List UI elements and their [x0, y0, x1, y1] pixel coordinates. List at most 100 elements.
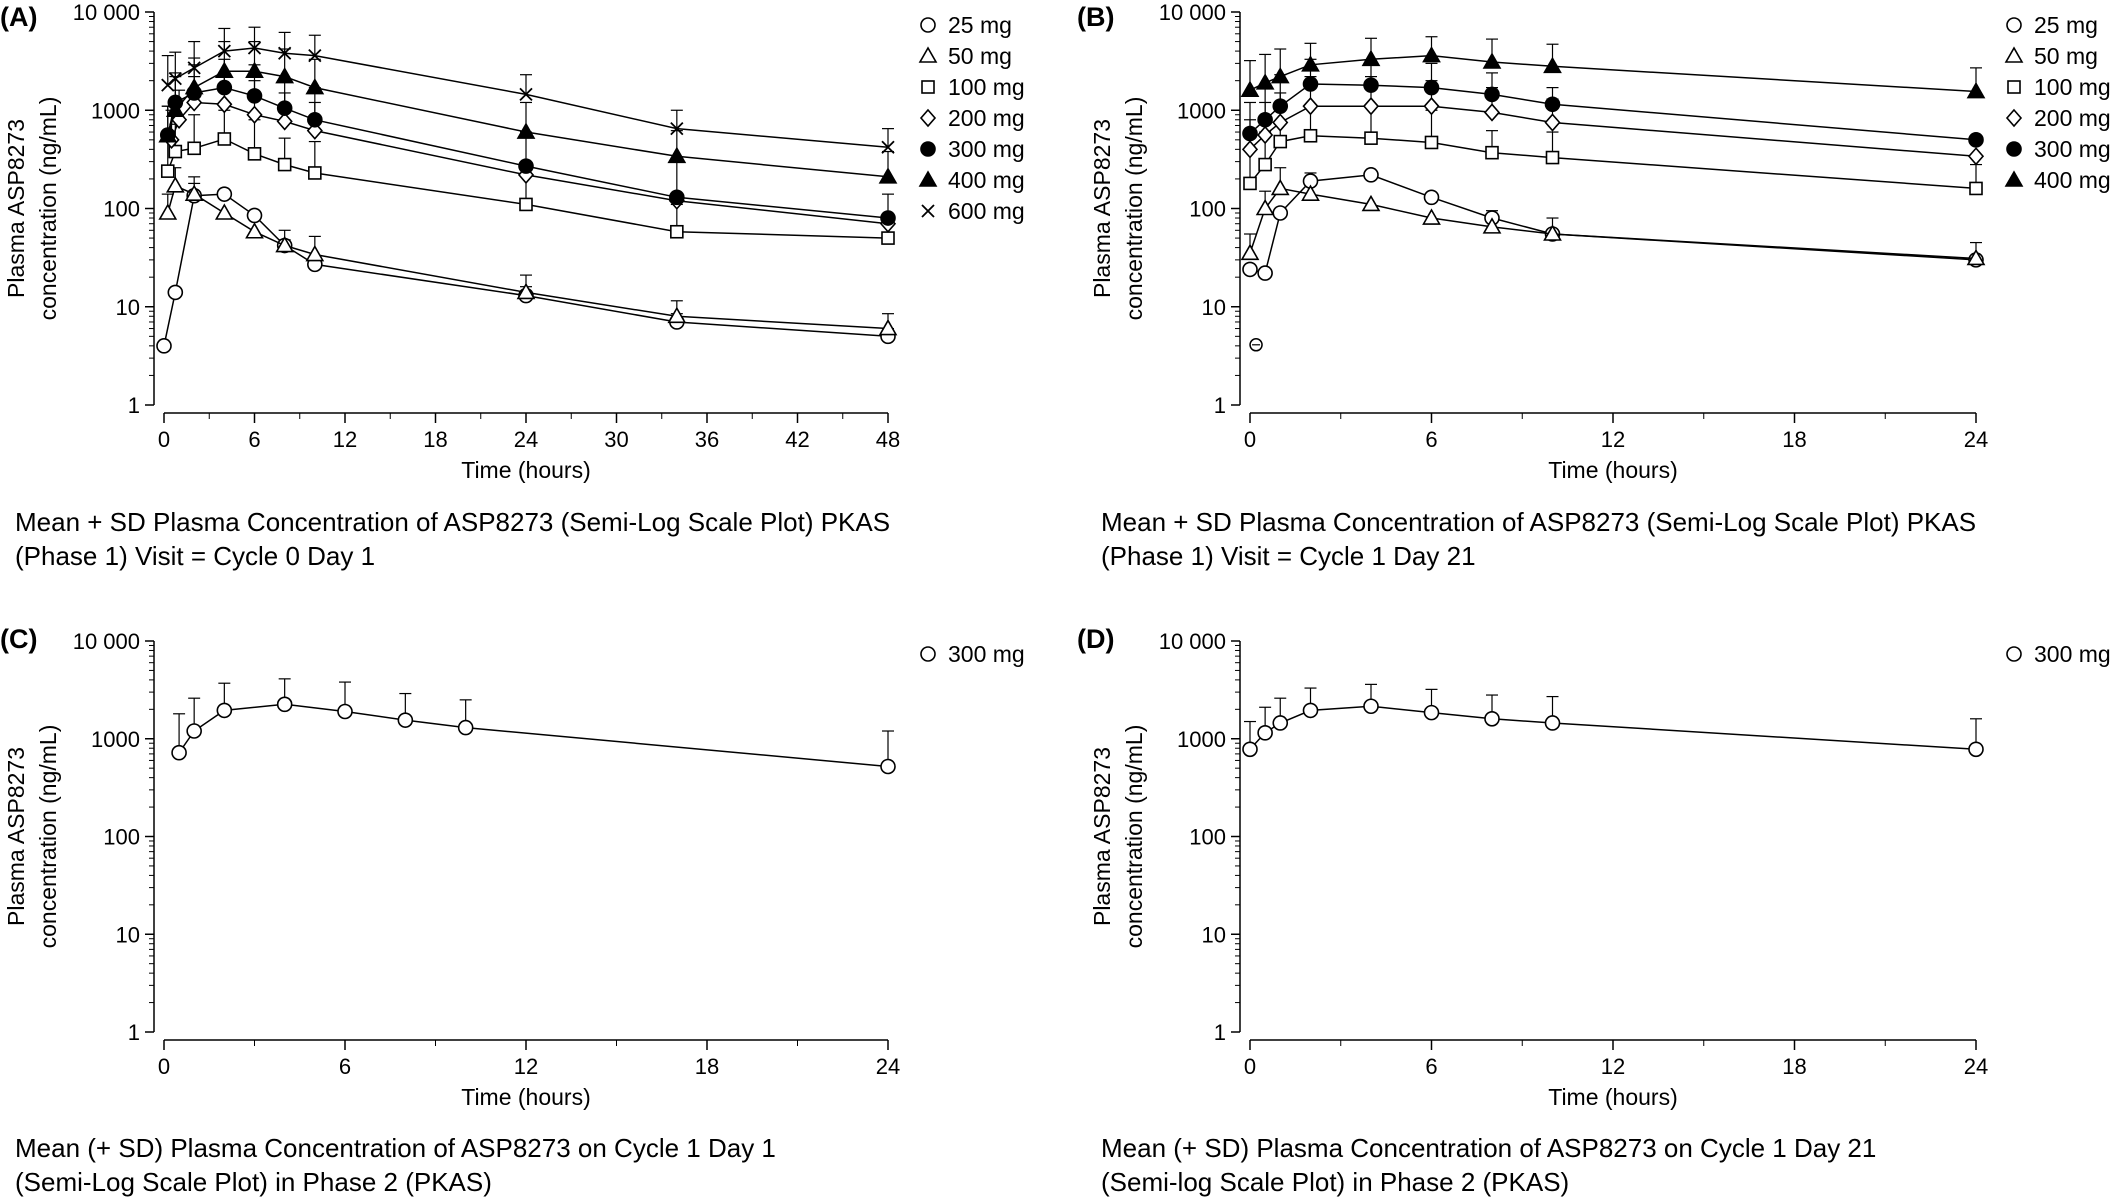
data-point [1272, 715, 1289, 731]
y-tick-label: 100 [1189, 197, 1226, 222]
data-point [1272, 98, 1289, 114]
data-point [216, 702, 233, 719]
series-line [167, 138, 889, 239]
legend-label: 100 mg [2034, 74, 2111, 100]
data-point [1243, 176, 1257, 191]
y-axis-label-line: Plasma ASP8273 [3, 119, 29, 298]
data-point [278, 46, 292, 60]
caption-a-line-2: (Phase 1) Visit = Cycle 0 Day 1 [15, 541, 376, 571]
data-point [1484, 710, 1500, 727]
data-point [667, 306, 687, 324]
series-line [1249, 54, 1977, 93]
data-point [1363, 77, 1379, 93]
data-point [1423, 79, 1440, 96]
legend-label: 300 mg [2034, 641, 2111, 667]
data-point [308, 48, 322, 63]
data-point [246, 88, 263, 104]
y-axis-label-line: concentration (ng/mL) [1121, 725, 1147, 949]
data-point [277, 157, 292, 172]
data-point [1362, 96, 1380, 116]
legend-label: 300 mg [948, 136, 1025, 162]
y-tick-label: 10 000 [73, 629, 140, 654]
data-point [246, 105, 263, 124]
data-point [168, 144, 183, 159]
data-point [1363, 698, 1379, 715]
series-50-mg [1240, 167, 1986, 266]
legend-marker [2007, 80, 2021, 94]
data-point [1272, 113, 1289, 132]
x-tick-label: 18 [1782, 1054, 1806, 1079]
data-point [158, 126, 178, 143]
x-tick-label: 6 [1425, 1054, 1437, 1079]
data-point [165, 176, 185, 193]
x-tick-label: 24 [876, 1054, 900, 1079]
data-point [1257, 725, 1273, 741]
legend-label: 50 mg [2034, 43, 2098, 69]
data-point [1272, 205, 1289, 221]
x-tick-label: 24 [514, 427, 538, 452]
legend-marker [919, 108, 937, 128]
panel-label: (A) [0, 2, 37, 32]
x-tick-label: 6 [339, 1054, 351, 1079]
panel-label: (B) [1077, 2, 1114, 32]
data-point [1255, 73, 1275, 90]
series-600-mg [161, 26, 895, 154]
data-point [187, 61, 201, 75]
data-point [1302, 96, 1319, 116]
data-point [217, 132, 232, 146]
caption-a: Mean + SD Plasma Concentration of ASP827… [15, 505, 890, 573]
data-point [1423, 704, 1440, 721]
caption-d-line-1: Mean (+ SD) Plasma Concentration of ASP8… [1101, 1133, 1877, 1163]
series-line [1249, 187, 1977, 260]
data-point [1257, 265, 1273, 281]
data-point [1968, 132, 1984, 148]
legend-label: 400 mg [948, 167, 1025, 193]
series-line [1249, 135, 1977, 190]
data-point [881, 140, 895, 154]
data-point [1422, 45, 1441, 63]
series-line [167, 86, 889, 219]
legend-marker [2006, 141, 2022, 157]
data-point [1242, 125, 1258, 142]
data-point [167, 284, 184, 301]
y-tick-label: 1000 [1177, 727, 1226, 752]
data-point [245, 61, 264, 78]
legend-marker [2004, 170, 2024, 187]
x-tick-label: 6 [1425, 427, 1437, 452]
data-point [217, 44, 231, 58]
data-point [156, 338, 172, 354]
data-point [306, 121, 323, 140]
x-tick-label: 0 [158, 1054, 170, 1079]
data-point [1302, 702, 1319, 719]
y-tick-label: 10 [1202, 295, 1226, 320]
data-point [1270, 66, 1290, 84]
y-axis-label-line: Plasma ASP8273 [1089, 747, 1115, 926]
data-point [1240, 243, 1260, 261]
data-point [308, 166, 322, 180]
y-tick-label: 10 000 [1159, 629, 1226, 654]
x-tick-label: 18 [1782, 427, 1806, 452]
y-tick-label: 100 [103, 825, 140, 850]
data-point [1242, 261, 1258, 278]
data-point [307, 111, 323, 128]
data-point [1544, 113, 1561, 132]
legend-marker [2004, 46, 2024, 63]
data-point [1363, 167, 1379, 183]
y-tick-label: 1 [1214, 393, 1226, 418]
caption-c-line-2: (Semi-Log Scale Plot) in Phase 2 (PKAS) [15, 1167, 492, 1197]
data-point [275, 66, 295, 84]
data-point [245, 222, 264, 239]
data-point [1544, 715, 1561, 731]
chart-panel-d: (D) 1 10 100 1000 10 000 0 6 12 18 24 Time (hours) P… [1077, 624, 2111, 1110]
data-point [171, 744, 187, 761]
chart-panel-a: (A) 1 10 100 1000 10 000 0 6 12 18 24 30 36 42 48 Time … [0, 0, 1025, 483]
x-tick-label: 6 [248, 427, 260, 452]
data-point [1483, 103, 1501, 122]
data-point [246, 207, 263, 224]
data-point [305, 244, 325, 262]
data-point [168, 71, 182, 86]
data-point [1257, 111, 1273, 128]
data-point [1302, 76, 1319, 92]
series-300-mg [1242, 58, 1984, 148]
y-tick-label: 1 [1214, 1020, 1226, 1045]
